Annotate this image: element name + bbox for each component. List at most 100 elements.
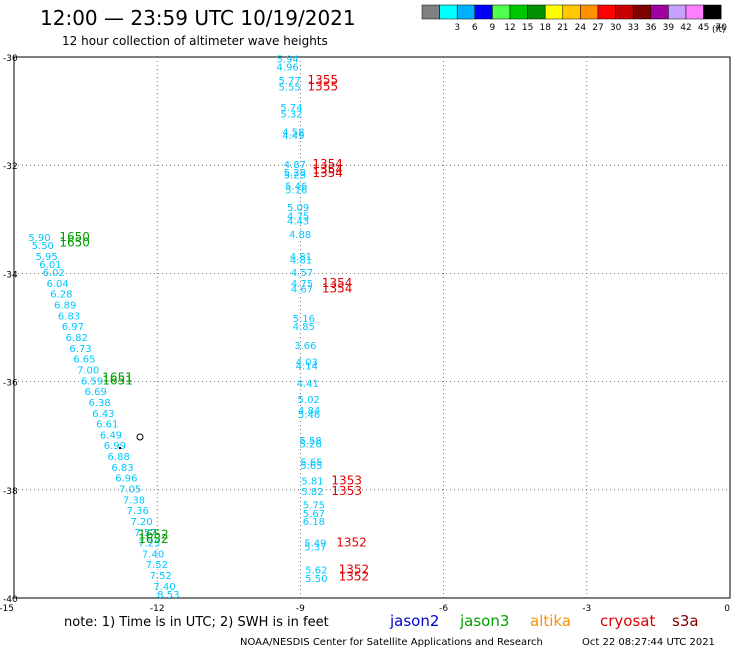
- legend-bin-label: 21: [557, 23, 568, 33]
- swh-point-label: 7.00: [77, 365, 99, 376]
- legend-swatch: [580, 4, 599, 20]
- swh-point-label: 6.83: [58, 311, 80, 322]
- swh-point-label: 5.26: [299, 440, 321, 451]
- footer-note: note: 1) Time is in UTC; 2) SWH is in fe…: [64, 615, 329, 630]
- swh-point-label: 4.75: [287, 211, 309, 222]
- footer-credit: NOAA/NESDIS Center for Satellite Applica…: [240, 637, 543, 648]
- swh-point-label: 6.38: [88, 398, 110, 409]
- y-tick-label: -40: [3, 595, 18, 605]
- y-tick-label: -34: [3, 270, 18, 280]
- swh-point-label: 5.32: [280, 110, 302, 121]
- swh-point-label: 6.83: [111, 463, 133, 474]
- chart-subtitle: 12 hour collection of altimeter wave hei…: [62, 34, 328, 48]
- swh-point-label: 5.16: [285, 185, 307, 196]
- legend-swatch: [474, 4, 493, 20]
- satellite-legend-cryosat: cryosat: [600, 612, 655, 630]
- wave-height-points: 5.905.505.956.016.026.046.286.896.836.97…: [28, 54, 327, 601]
- legend-bin-label: 33: [627, 23, 638, 33]
- swh-point-label: 5.28: [284, 168, 306, 179]
- swh-point-label: 6.82: [66, 333, 88, 344]
- legend-bin-label: 27: [592, 23, 603, 33]
- swh-point-label: 6.18: [303, 517, 325, 528]
- y-tick-label: -36: [3, 379, 18, 389]
- legend-swatch: [562, 4, 581, 20]
- swh-point-label: 6.97: [62, 322, 84, 333]
- swh-point-label: 5.55: [278, 83, 300, 94]
- swh-point-label: 4.41: [297, 379, 319, 390]
- swh-point-label: 7.25: [138, 539, 160, 550]
- swh-point-label: 5.77: [278, 76, 300, 87]
- swh-point-label: 5.50: [305, 574, 327, 585]
- swh-point-label: 6.99: [104, 441, 126, 452]
- pass-time-label: 1353: [331, 473, 362, 487]
- swh-point-label: 4.67: [291, 284, 313, 295]
- swh-point-label: 4.58: [282, 127, 304, 138]
- satellite-legend-jason3: jason3: [459, 612, 509, 630]
- swh-point-label: 7.40: [153, 582, 175, 593]
- swh-point-label: 5.46: [298, 410, 320, 421]
- footer-timestamp: Oct 22 08:27:44 UTC 2021: [582, 637, 715, 648]
- pass-time-label: 1354: [322, 276, 353, 290]
- pass-time-label: 1352: [339, 563, 370, 577]
- swh-point-label: 4.75: [291, 279, 313, 290]
- swh-point-label: 7.52: [146, 560, 168, 571]
- legend-bin-label: 39: [663, 23, 675, 33]
- swh-point-label: 4.43: [287, 217, 309, 228]
- swh-point-label: 7.20: [130, 517, 152, 528]
- swh-point-label: 5.81: [301, 476, 323, 487]
- swh-point-label: 4.96: [277, 63, 299, 74]
- legend-swatch: [597, 4, 616, 20]
- grid-lines: [14, 57, 730, 598]
- x-tick-label: -6: [439, 604, 448, 614]
- swh-point-label: 6.02: [43, 268, 65, 279]
- x-tick-label: -3: [582, 604, 591, 614]
- legend-swatch: [703, 4, 722, 20]
- pass-time-label: 1353: [331, 484, 362, 498]
- swh-point-label: 5.09: [287, 203, 309, 214]
- y-tick-label: -30: [3, 54, 18, 64]
- swh-point-label: 5.37: [304, 542, 326, 553]
- swh-point-label: 5.82: [301, 487, 323, 498]
- swh-point-label: 6.43: [92, 409, 114, 420]
- legend-bin-label: 15: [522, 23, 533, 33]
- legend-bin-label: 45: [698, 23, 709, 33]
- swh-point-label: 4.85: [293, 322, 315, 333]
- swh-point-label: 6.49: [100, 430, 122, 441]
- y-tick-label: -32: [3, 162, 18, 172]
- pass-time-label: 1354: [312, 157, 343, 171]
- swh-point-label: 5.50: [32, 241, 54, 252]
- legend-swatch: [544, 4, 564, 20]
- chart-title: 12:00 — 23:59 UTC 10/19/2021: [40, 6, 356, 30]
- swh-point-label: 5.02: [298, 395, 320, 406]
- swh-point-label: 4.14: [296, 362, 318, 373]
- pass-time-label: 1651: [102, 373, 133, 387]
- swh-point-label: 5.74: [280, 103, 302, 114]
- legend-bin-label: 70: [715, 23, 727, 33]
- legend-bin-label: 24: [575, 23, 587, 33]
- pass-time-labels: 1650165016511651165216521355135513541354…: [59, 73, 369, 584]
- swh-point-label: 6.59: [81, 376, 103, 387]
- legend-bin-label: 36: [645, 23, 657, 33]
- swh-point-label: 6.28: [50, 290, 72, 301]
- plot-area: -15 -12 -9 -6 -3 0 -30-32-34-36-38-40 5.905.5…: [0, 54, 731, 614]
- legend-swatch: [668, 4, 687, 20]
- swh-point-label: 7.36: [127, 506, 149, 517]
- pass-time-label: 1352: [336, 536, 367, 550]
- swh-point-label: 5.46: [285, 182, 307, 193]
- legend-swatch: [632, 4, 652, 20]
- swh-point-label: 4.84: [298, 406, 320, 417]
- legend-unit-label: (ft): [712, 25, 726, 35]
- swh-point-label: 5.16: [293, 314, 315, 325]
- swh-color-legend: 3 6 9 12 15 18 21 24 27 30 33 36 39 42 45 70: [421, 4, 727, 33]
- swh-point-label: 5.49: [304, 539, 326, 550]
- location-tick: [119, 447, 121, 449]
- x-tick-label: -9: [296, 604, 305, 614]
- legend-bin-label: 30: [610, 23, 622, 33]
- satellite-legend-s3a: s3a: [672, 612, 699, 630]
- swh-point-label: 5.62: [305, 566, 327, 577]
- swh-point-label: 6.69: [85, 387, 107, 398]
- pass-time-label: 1651: [102, 371, 133, 385]
- swh-point-label: 6.61: [96, 420, 118, 431]
- pass-time-label: 1650: [59, 230, 90, 244]
